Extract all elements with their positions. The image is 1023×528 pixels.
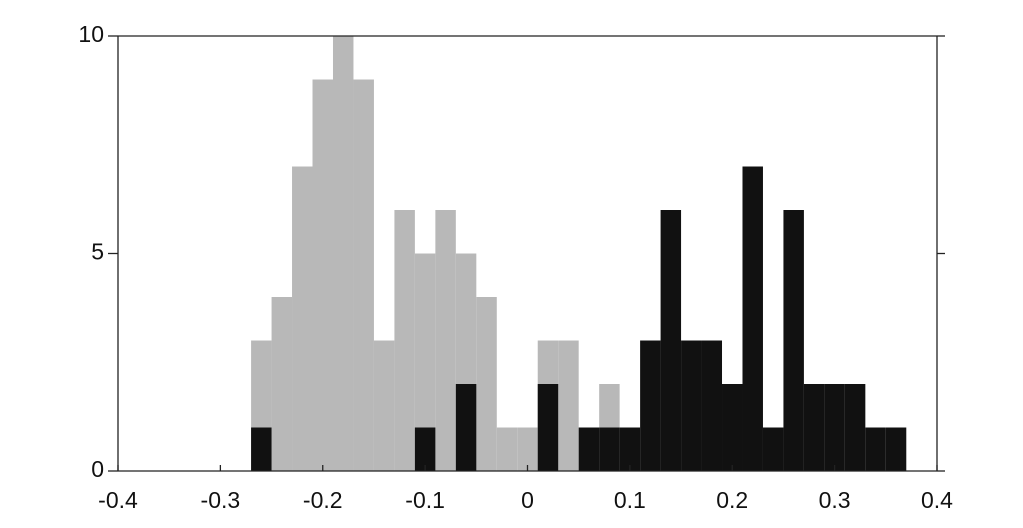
bar <box>537 384 559 471</box>
bar <box>681 340 702 471</box>
bar <box>476 297 497 471</box>
bar <box>619 427 641 471</box>
bar <box>742 166 763 471</box>
bar <box>414 427 436 471</box>
bar <box>865 427 886 471</box>
y-tick-label: 10 <box>78 21 104 47</box>
bar <box>373 340 395 471</box>
bar <box>762 427 784 471</box>
bars <box>251 36 907 471</box>
x-tick-label: -0.2 <box>303 487 343 513</box>
x-tick-label: 0.2 <box>716 487 748 513</box>
y-tick-label: 5 <box>91 239 104 265</box>
x-tick-label: 0 <box>521 487 534 513</box>
bar <box>640 340 661 471</box>
bar <box>824 384 845 471</box>
bar <box>517 427 538 471</box>
bar <box>271 297 293 471</box>
x-tick-label: -0.4 <box>98 487 138 513</box>
bar <box>292 166 313 471</box>
x-tick-label: 0.4 <box>921 487 953 513</box>
bar <box>701 340 723 471</box>
bar <box>312 79 333 471</box>
bar <box>394 210 415 471</box>
bar <box>455 384 477 471</box>
bar <box>353 79 374 471</box>
bar <box>414 253 436 471</box>
bar <box>885 427 907 471</box>
bar <box>578 427 600 471</box>
bar <box>435 210 456 471</box>
bar <box>251 427 272 471</box>
x-tick-label: -0.3 <box>201 487 241 513</box>
bar <box>803 384 825 471</box>
bar <box>783 210 804 471</box>
bar <box>722 384 743 471</box>
x-tick-label: 0.3 <box>819 487 851 513</box>
bar <box>332 36 354 471</box>
x-tick-label: -0.1 <box>405 487 445 513</box>
bar <box>496 427 518 471</box>
bar <box>599 427 620 471</box>
x-tick-label: 0.1 <box>614 487 646 513</box>
y-tick-label: 0 <box>91 456 104 482</box>
bar <box>558 340 579 471</box>
bar <box>844 384 866 471</box>
bar <box>660 210 682 471</box>
